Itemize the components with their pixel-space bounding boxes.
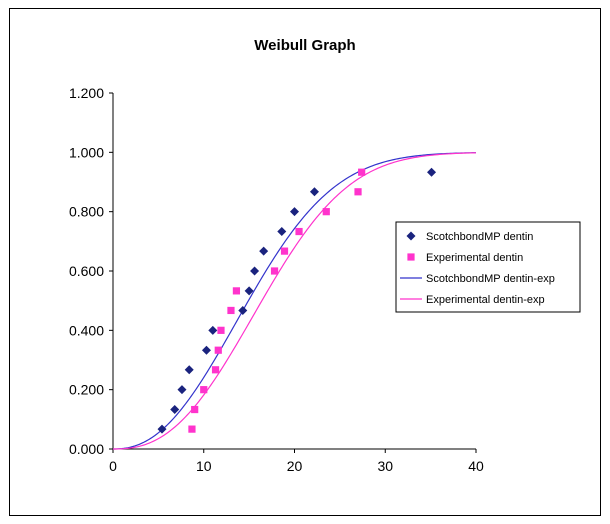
data-point: [259, 246, 269, 256]
data-point: [227, 306, 235, 315]
data-point: [214, 346, 222, 354]
axes: 0.000 0.200 0.400 0.600 0.800 1.000 1.200 0 10 20…: [69, 85, 484, 474]
x-tick-label: 30: [377, 458, 393, 474]
legend-marker: [406, 231, 416, 241]
data-point: [290, 207, 299, 217]
series-lines: [112, 152, 477, 450]
data-point: [238, 305, 248, 315]
data-point: [270, 267, 279, 275]
y-tick-label: 0.800: [69, 204, 104, 220]
data-point: [200, 386, 208, 394]
data-point: [322, 208, 330, 216]
y-tick-label: 0.600: [69, 263, 104, 279]
y-tick-label: 1.000: [69, 144, 104, 160]
data-point: [358, 168, 366, 176]
legend-box: [395, 221, 581, 313]
data-point: [309, 187, 319, 197]
data-point: [280, 247, 289, 255]
x-tick-label: 40: [468, 458, 484, 474]
legend: ScotchbondMP dentin Experimental dentin Sc…: [395, 221, 581, 313]
data-point: [232, 287, 241, 295]
data-point: [217, 326, 225, 334]
legend-label: ScotchbondMP dentin: [426, 231, 533, 243]
legend-label: ScotchbondMP dentin-exp: [426, 273, 555, 285]
data-point: [170, 405, 180, 415]
data-point: [427, 167, 437, 177]
data-point: [208, 325, 218, 335]
data-point: [250, 266, 260, 276]
legend-label: Experimental dentin-exp: [426, 294, 545, 306]
data-point: [244, 286, 254, 296]
series-line: [113, 152, 477, 450]
x-tick-label: 10: [196, 458, 212, 474]
data-point: [184, 365, 194, 375]
legend-label: Experimental dentin: [426, 252, 523, 264]
y-tick-label: 0.000: [69, 441, 104, 457]
chart-title: Weibull Graph: [254, 37, 355, 54]
series-line: [112, 152, 477, 450]
series-points: [157, 167, 437, 434]
data-point: [188, 425, 196, 433]
y-tick-label: 0.200: [69, 382, 104, 398]
data-point: [157, 424, 167, 434]
data-point: [191, 405, 199, 414]
y-tick-label: 0.400: [69, 322, 104, 338]
data-point: [201, 345, 211, 355]
data-point: [277, 227, 287, 237]
data-point: [177, 385, 187, 395]
data-point: [354, 188, 362, 196]
x-tick-label: 20: [287, 458, 303, 474]
y-tick-label: 1.200: [69, 85, 104, 101]
legend-marker: [407, 253, 415, 261]
data-point: [211, 366, 220, 374]
data-point: [295, 227, 303, 236]
x-tick-label: 0: [109, 458, 117, 474]
